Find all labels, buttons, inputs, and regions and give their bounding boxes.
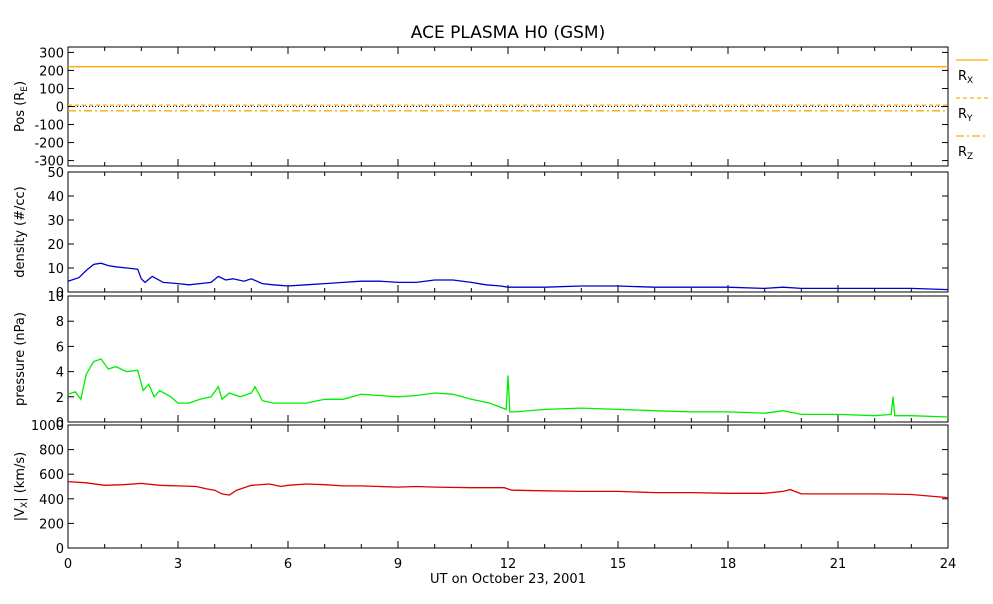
- y-tick-label: 400: [39, 493, 64, 508]
- y-tick-label: 4: [56, 366, 64, 381]
- panel-frame: [67, 424, 949, 549]
- y-tick-label: 10: [47, 290, 64, 305]
- y-tick-label: -100: [34, 119, 64, 134]
- y-tick-label: 200: [39, 517, 64, 532]
- y-tick-label: -300: [34, 155, 64, 170]
- x-tick-label: 21: [830, 557, 847, 572]
- x-tick-label: 3: [174, 557, 182, 572]
- panel-frame: [67, 171, 949, 293]
- x-tick-label: 9: [394, 557, 402, 572]
- y-tick-label: 100: [39, 82, 64, 97]
- panel-pressure: 0 2 4 6 8 10 pressure (nPa): [13, 290, 949, 431]
- panel-frame: [67, 295, 949, 423]
- legend-label: RX: [958, 69, 973, 86]
- y-tick-label: 0: [56, 286, 64, 301]
- x-axis-label: UT on October 23, 2001: [430, 572, 586, 587]
- y-tick-label: 0: [56, 416, 64, 431]
- x-tick-label: 15: [610, 557, 627, 572]
- y-tick-label: 2: [56, 391, 64, 406]
- y-tick-label: -200: [34, 137, 64, 152]
- y-tick-label: 20: [47, 238, 64, 253]
- y-tick-label: 300: [39, 46, 64, 61]
- y-tick-label: 40: [47, 190, 64, 205]
- y-tick-label: 6: [56, 340, 64, 355]
- y-tick-label: 10: [47, 262, 64, 277]
- legend-label: RZ: [958, 145, 973, 162]
- y-tick-label: 200: [39, 64, 64, 79]
- series-line-density-0: [67, 262, 949, 291]
- chart-title: ACE PLASMA H0 (GSM): [411, 23, 605, 43]
- x-tick-label: 24: [940, 557, 957, 572]
- y-tick-label: 800: [39, 444, 64, 459]
- y-tick-label: 8: [56, 315, 64, 330]
- panel-velocity: 0 200 400 600 800 1000 |VX| (km/s): [13, 419, 949, 557]
- x-tick-label: 12: [500, 557, 517, 572]
- y-tick-label: 0: [56, 542, 64, 557]
- y-tick-label: 30: [47, 214, 64, 229]
- x-tick-label: 0: [64, 557, 72, 572]
- panel-density: 0 10 20 30 40 50 density (#/cc): [13, 166, 949, 301]
- y-tick-label: 50: [47, 166, 64, 181]
- legend-label: RY: [958, 107, 973, 124]
- y-tick-label: 1000: [31, 419, 64, 434]
- panel-position: 300 200 100 0 -100 -200 -300 Pos (RE) RX RY RZ: [13, 46, 988, 170]
- series-line-pressure-0: [67, 358, 949, 418]
- y-axis-label: density (#/cc): [13, 186, 28, 278]
- y-axis-label: |VX| (km/s): [13, 452, 30, 521]
- series-line-velocity-0: [67, 480, 949, 499]
- y-axis-label: Pos (RE): [13, 81, 30, 132]
- x-tick-label: 6: [284, 557, 292, 572]
- legend: RX RY RZ: [956, 59, 988, 162]
- x-tick-label: 18: [720, 557, 737, 572]
- y-axis-label: pressure (nPa): [13, 312, 28, 406]
- y-tick-label: 600: [39, 468, 64, 483]
- y-tick-label: 0: [56, 101, 64, 116]
